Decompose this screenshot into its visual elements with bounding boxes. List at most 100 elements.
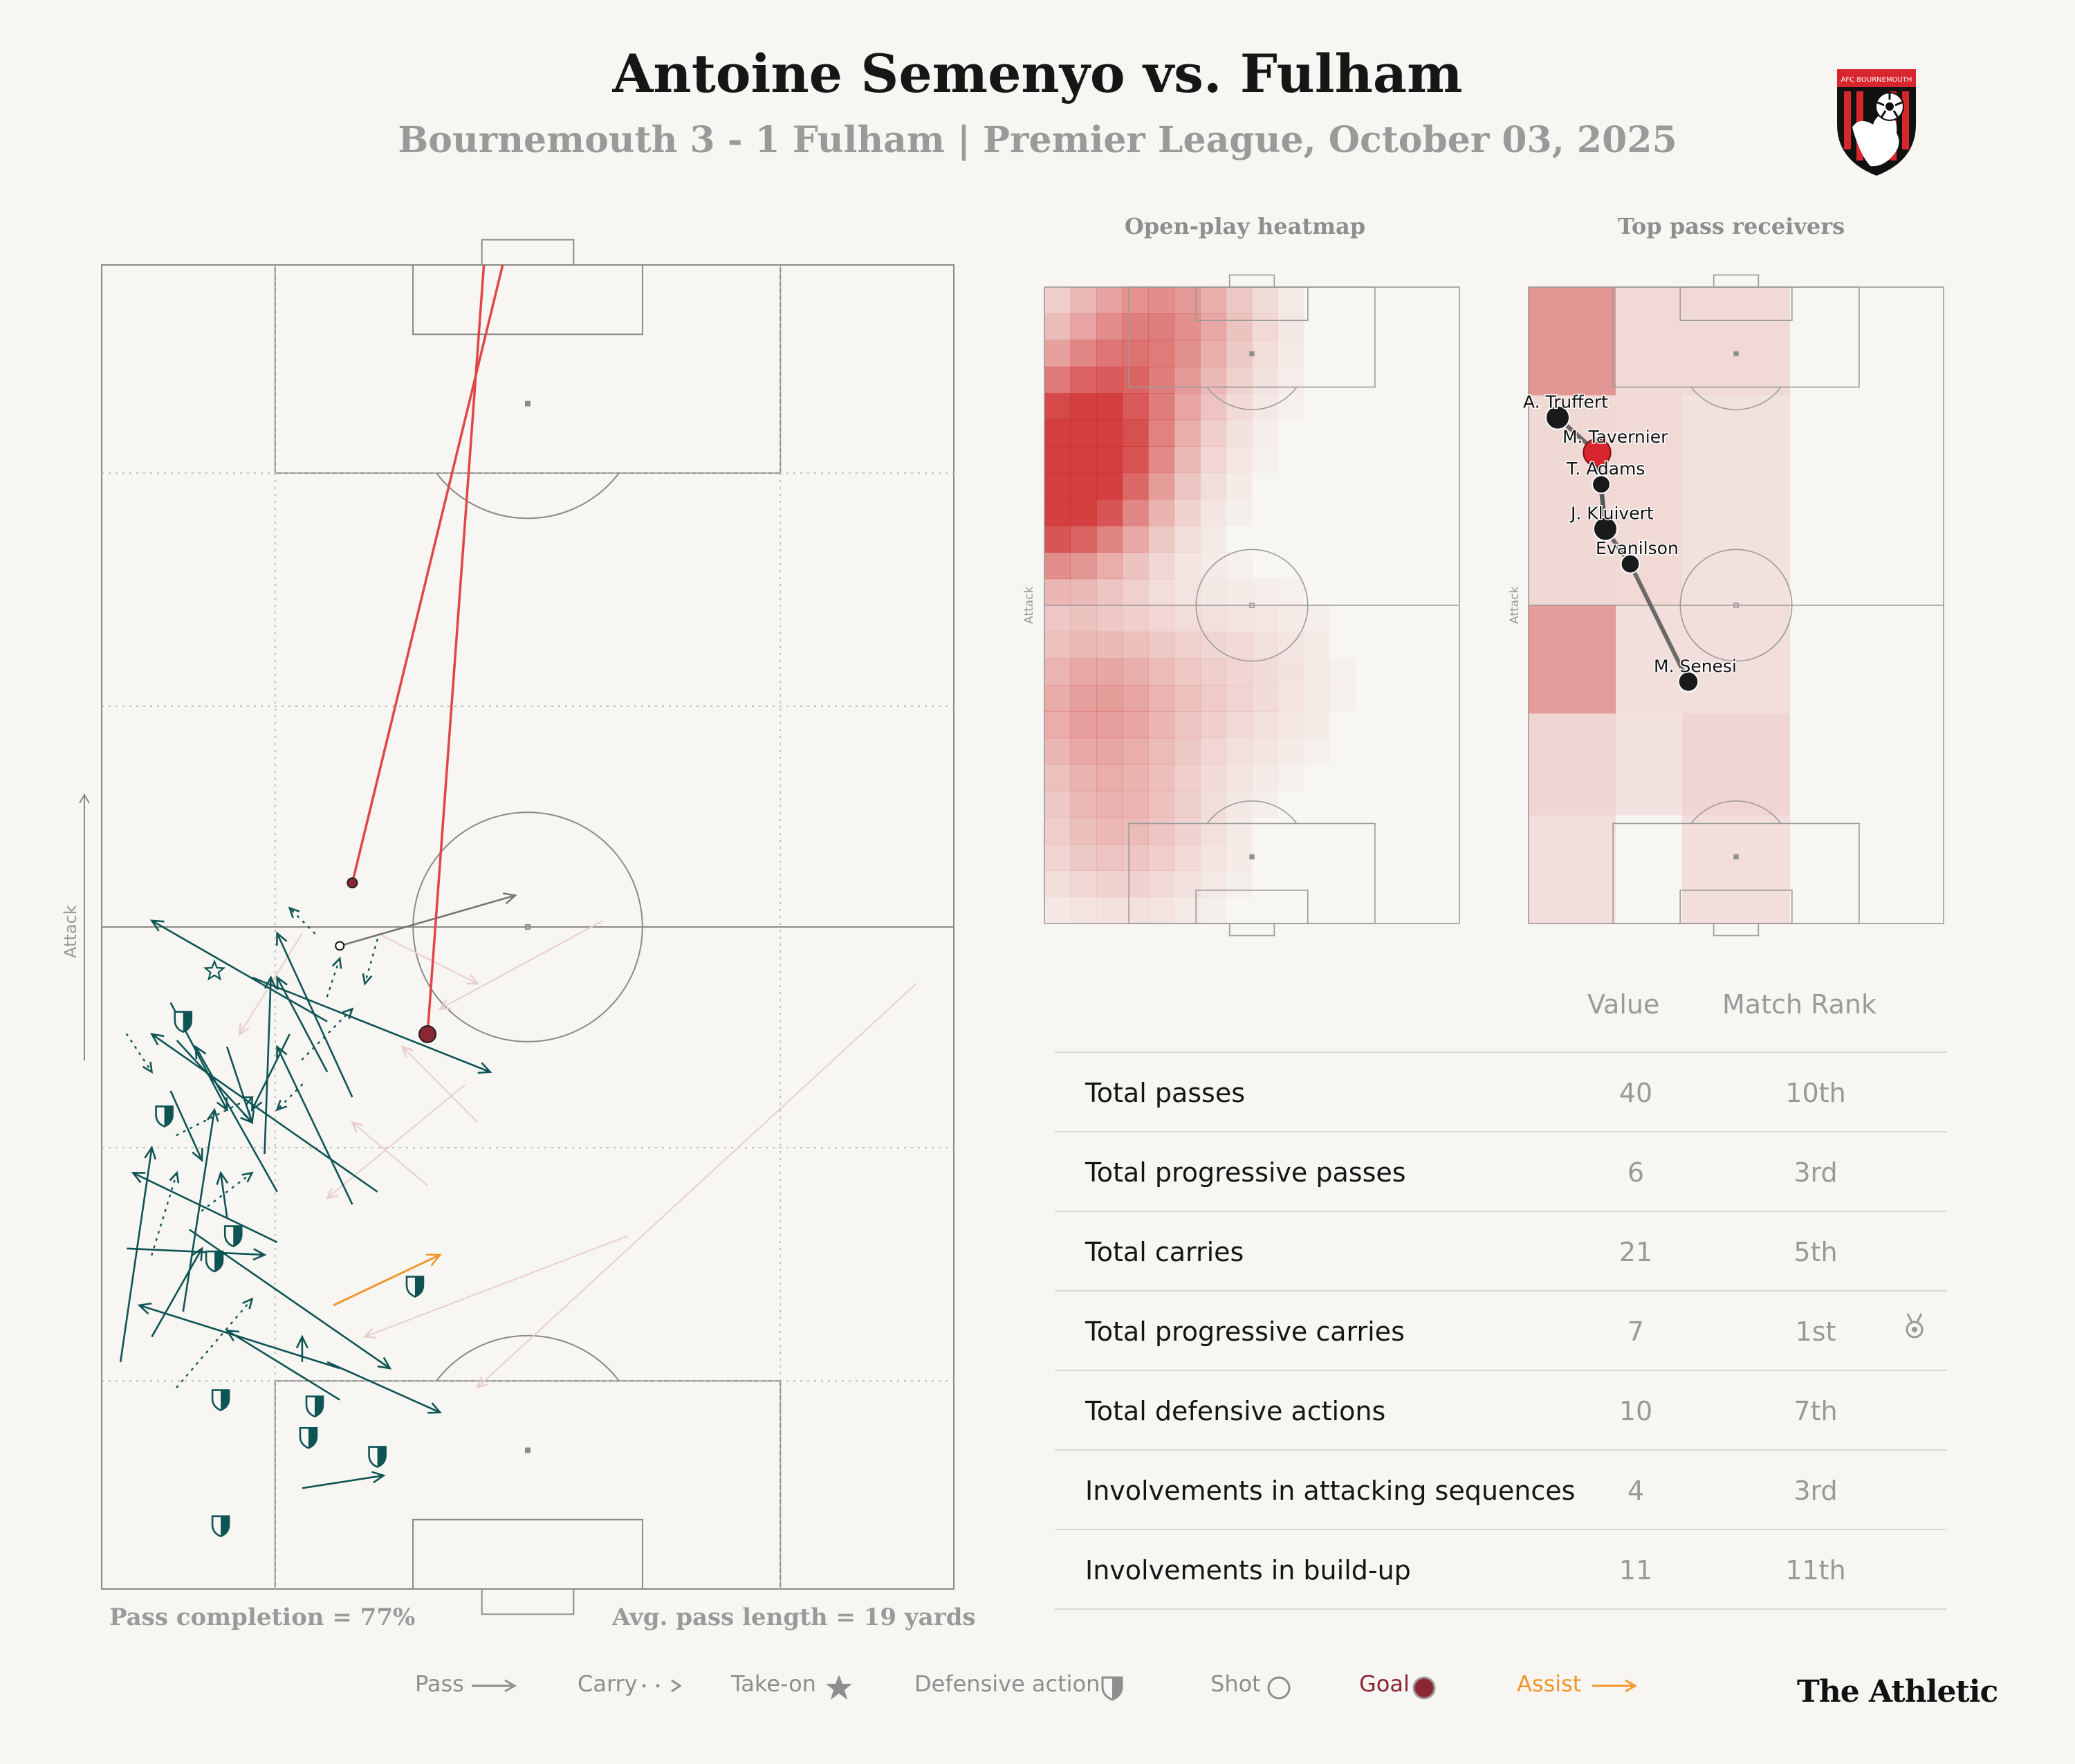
zone-cell [1682,395,1790,605]
pass-arrowhead [240,1110,254,1124]
faded-event-arrowhead [325,1187,338,1200]
pass-arrowhead [192,1148,203,1162]
heat-cell [1278,367,1304,394]
zone-cell [1529,713,1616,816]
heat-cell [1070,737,1097,765]
carry-line [201,1172,253,1212]
heat-cell [1148,552,1174,580]
heat-cell [1252,658,1278,686]
heat-cell [1044,685,1071,712]
zone-cell [1682,287,1790,396]
legend-shot-label: Shot [1210,1671,1261,1697]
heat-cell [1148,658,1174,686]
heat-cell [1070,499,1097,526]
heat-cell [1226,499,1253,526]
shot-marker [335,941,345,951]
heat-cell [1174,446,1201,473]
heat-cell [1226,737,1253,765]
receiver-node [1620,553,1641,574]
legend-shield-icon [1101,1676,1123,1701]
receiver-node [1677,671,1699,692]
receiver-name-label: T. Adams [1566,459,1645,479]
heat-cell [1174,499,1201,526]
heat-cell [1278,287,1304,314]
heat-cell [1200,526,1226,553]
heat-cell [1200,791,1226,818]
medal-icon [1906,1313,1924,1339]
faded-event-line [402,1046,479,1123]
page-title: Antoine Semenyo vs. Fulham [612,43,1463,104]
shield-fill [164,1106,173,1127]
pass-arrowhead [252,1248,267,1261]
heat-cell [1122,446,1149,473]
goal-frame [481,1588,575,1615]
stat-row: Total progressive passes 6 3rd [1055,1131,1947,1211]
heat-cell [1200,313,1226,341]
heat-cell [1096,817,1123,845]
carry-line [176,1096,253,1136]
heat-cell [1252,393,1278,421]
heat-cell [1122,685,1149,712]
heat-cell [1070,791,1097,818]
heat-cell [1148,711,1174,739]
heat-cell [1148,446,1174,473]
heat-cell [1096,870,1123,898]
heat-cell [1096,658,1123,686]
carry-arrowhead [169,1170,180,1184]
heat-cell [1278,340,1304,367]
center-spot [1733,603,1739,608]
heat-cell [1096,446,1123,473]
heat-cell [1070,605,1097,632]
heat-cell [1226,472,1253,500]
heat-cell [1096,844,1123,871]
heat-cell [1148,897,1174,924]
pass-arrowhead [477,1062,492,1074]
stat-rank: 7th [1793,1396,1838,1426]
heat-cell [1044,605,1071,632]
heat-cell [1174,737,1201,765]
goal-frame [1713,923,1760,937]
stat-rank: 11th [1785,1555,1846,1586]
defensive-action-shield [174,1011,193,1033]
penalty-arc [436,1334,620,1381]
carry-arrowhead [288,906,300,919]
pass-line [226,1330,340,1401]
carry-line [176,1298,253,1388]
top-pass-receivers-network: A. Truffert M. Tavernier T. Adams J. Kluive… [1522,274,1944,937]
heat-cell [1070,897,1097,924]
legend: Pass Carry Take-on Defensive action Shot… [0,1671,2075,1712]
pass-line [119,1147,153,1363]
heat-cell [1252,737,1278,765]
heat-cell [1122,499,1149,526]
stat-value: 10 [1618,1396,1653,1426]
defensive-action-shield [368,1446,387,1469]
heat-cell [1174,844,1201,871]
assist-line [333,1253,441,1307]
stat-rank: 3rd [1793,1476,1838,1506]
heat-cell [1070,287,1097,314]
goal-shot-line [426,264,486,1035]
heat-cell [1148,499,1174,526]
stats-table: Value Match Rank Total passes 40 10th To… [1055,989,1947,1610]
heat-cell [1148,367,1174,394]
heat-cell [1330,659,1356,686]
legend-goal-circle-icon [1412,1676,1436,1700]
heat-cell [1122,472,1149,500]
heat-cell [1122,419,1149,447]
heat-cell [1226,367,1253,394]
pass-line [132,1172,278,1243]
heat-cell [1200,578,1226,606]
heat-cell [1044,340,1071,367]
heat-cell [1044,393,1071,421]
carry-arrowhead [142,1061,154,1074]
carry-line [364,939,378,985]
pass-arrowhead [275,931,288,946]
pass-arrowhead [377,1357,392,1370]
faded-event-line [365,1235,629,1338]
carry-arrowhead [241,1171,254,1183]
heat-cell [1174,764,1201,791]
pass-line [182,1110,216,1312]
heatmap-title: Open-play heatmap [1124,213,1366,239]
pass-line [189,1229,391,1370]
avg-pass-length-label: Avg. pass length = 19 yards [612,1604,976,1631]
